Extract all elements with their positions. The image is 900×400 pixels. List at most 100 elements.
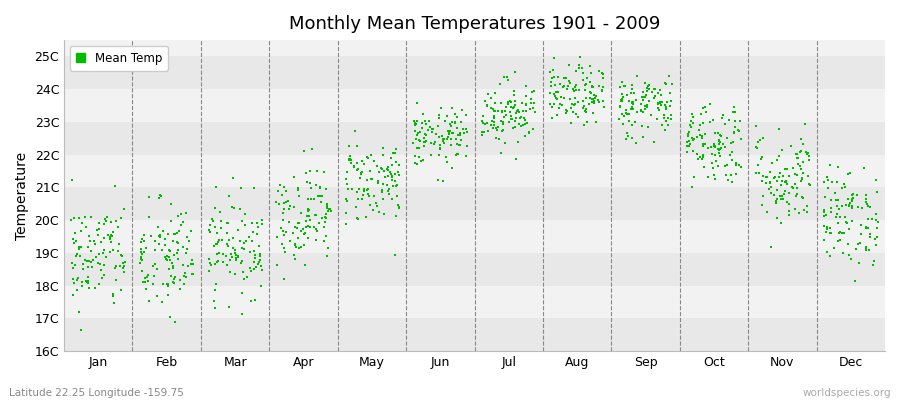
Point [305,146,320,152]
Point [361,190,375,197]
Point [500,101,515,107]
Point [160,231,175,238]
Point [456,126,471,132]
Point [665,81,680,88]
Point [75,220,89,226]
Point [554,80,568,87]
Point [408,128,422,134]
Point [583,79,598,85]
Point [551,74,565,80]
Point [498,140,512,147]
Point [755,202,770,208]
Point [689,134,704,140]
Point [445,123,459,129]
Point [292,245,306,251]
Point [795,176,809,182]
Point [724,178,739,185]
Point [108,265,122,271]
Point [81,280,95,286]
Point [816,179,831,185]
Point [186,271,201,277]
Point [248,297,262,303]
Point [721,177,735,183]
Point [616,121,630,127]
Point [150,224,165,230]
Point [777,190,791,197]
Point [210,251,224,257]
Point [377,211,392,218]
Point [839,202,853,208]
Point [246,229,260,235]
Point [658,80,672,86]
Point [139,244,153,251]
Point [254,263,268,270]
Point [320,186,334,192]
Point [82,232,96,239]
Point [338,176,353,182]
Point [863,204,878,210]
Point [113,252,128,258]
Point [158,236,172,242]
Point [418,130,433,137]
Point [637,80,652,86]
Point [104,239,118,246]
Point [251,224,266,230]
Point [436,178,450,184]
Point [508,118,522,124]
Point [210,258,224,265]
Point [585,83,599,90]
Point [774,196,788,202]
Point [759,180,773,186]
Point [859,224,873,231]
Point [729,162,743,168]
Point [567,84,581,91]
Point [269,199,284,205]
Point [686,119,700,126]
Point [760,174,775,181]
Point [88,254,103,260]
Point [80,279,94,286]
Point [652,107,667,113]
Point [794,148,808,154]
Point [297,242,311,248]
Point [844,218,859,224]
Point [779,178,794,185]
Point [634,122,649,129]
Point [647,93,662,99]
Point [212,236,227,243]
Point [819,174,833,180]
Point [480,102,494,108]
Point [413,138,428,144]
Point [92,251,106,257]
Point [634,107,648,114]
Point [314,198,328,205]
Point [833,214,848,220]
Point [491,108,506,114]
Point [561,83,575,89]
Point [583,70,598,76]
Point [518,120,533,127]
Point [653,102,668,109]
Point [788,206,802,212]
Point [497,74,511,80]
Point [375,152,390,158]
Point [794,136,808,142]
Point [235,258,249,264]
Point [407,118,421,125]
Point [525,89,539,95]
Point [133,249,148,256]
Point [819,212,833,218]
Point [635,94,650,100]
Point [692,132,706,139]
Point [493,81,508,87]
Point [319,215,333,221]
Point [575,76,590,83]
Point [375,181,390,188]
Point [523,96,537,102]
Point [817,194,832,201]
Point [344,160,358,166]
Point [425,129,439,135]
Point [319,211,333,218]
Point [104,232,118,238]
Bar [64,188,885,220]
